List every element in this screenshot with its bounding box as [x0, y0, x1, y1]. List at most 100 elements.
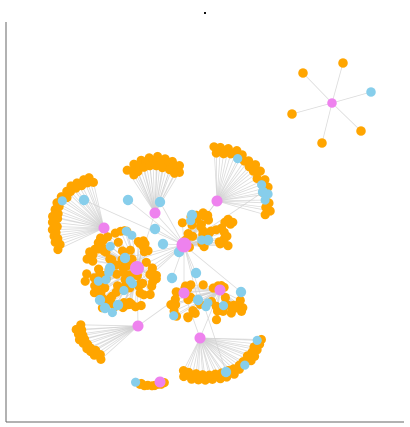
leaf-node	[190, 308, 200, 318]
hub-node	[176, 237, 192, 253]
graph-edge	[216, 170, 254, 202]
leaf-node	[171, 300, 181, 310]
leaf-node	[235, 295, 245, 305]
graph-edge	[127, 199, 185, 246]
graph-edge	[56, 202, 105, 229]
leaf-node	[88, 177, 98, 187]
secondary-node	[257, 186, 269, 198]
secondary-node	[121, 226, 131, 236]
graph-edge	[216, 170, 261, 202]
secondary-node	[119, 252, 131, 264]
top-tick-mark	[204, 12, 206, 14]
graph-edge	[57, 218, 105, 229]
graph-edge	[183, 337, 201, 371]
graph-edge	[216, 200, 270, 204]
leaf-node	[255, 166, 265, 176]
leaf-node	[212, 306, 223, 316]
leaf-node	[220, 217, 230, 227]
graph-edge	[59, 227, 105, 245]
secondary-node	[192, 294, 204, 306]
secondary-node	[240, 360, 250, 370]
graph-edge	[199, 337, 204, 375]
graph-edge	[52, 227, 105, 231]
leaf-node	[82, 269, 92, 279]
leaf-node	[248, 166, 258, 176]
secondary-node	[366, 87, 376, 97]
graph-edge	[199, 337, 216, 375]
graph-edge	[216, 166, 250, 202]
leaf-node	[141, 257, 151, 267]
graph-edge	[149, 165, 156, 214]
leaf-node	[196, 220, 206, 230]
leaf-node	[211, 315, 222, 325]
graph-edge	[199, 337, 234, 370]
secondary-node	[203, 298, 213, 308]
graph-edge	[87, 325, 139, 345]
graph-edge	[57, 226, 105, 229]
node-layer	[47, 58, 376, 391]
graph-edge	[66, 190, 105, 229]
leaf-node	[157, 163, 167, 173]
hub-node	[211, 195, 223, 207]
graph-edge	[199, 337, 252, 361]
leaf-node	[136, 300, 146, 311]
leaf-node	[356, 126, 366, 136]
secondary-node	[57, 196, 67, 206]
graph-edge	[55, 227, 105, 233]
graph-edge	[143, 167, 156, 214]
graph-edge	[139, 166, 156, 214]
leaf-node	[110, 228, 120, 238]
graph-edge	[216, 200, 266, 208]
graph-edge	[152, 160, 156, 214]
graph-edge	[216, 153, 232, 202]
graph-edge	[55, 227, 105, 243]
secondary-node	[104, 262, 116, 274]
graph-edge	[199, 337, 210, 376]
leaf-node	[219, 149, 229, 159]
leaf-node	[317, 138, 327, 148]
graph-edge	[104, 244, 185, 309]
graph-edge	[216, 179, 266, 202]
leaf-node	[52, 222, 62, 232]
graph-edge	[199, 337, 260, 345]
graph-edge	[216, 160, 245, 202]
hub-node	[214, 284, 226, 296]
leaf-node	[145, 269, 155, 280]
graph-edge	[84, 325, 139, 340]
leaf-node	[287, 109, 297, 119]
graph-edge	[81, 185, 105, 229]
leaf-node	[169, 168, 180, 178]
leaf-node	[338, 58, 348, 68]
secondary-node	[131, 377, 141, 387]
hub-node	[130, 261, 144, 275]
graph-edge	[199, 337, 244, 362]
leaf-node	[107, 255, 117, 265]
leaf-node	[88, 256, 98, 266]
graph-edge	[216, 192, 263, 202]
hub-node	[327, 98, 337, 108]
graph-edge	[216, 199, 266, 202]
graph-edge	[52, 221, 105, 229]
graph-edge	[199, 337, 258, 341]
leaf-node	[198, 208, 208, 218]
leaf-node	[298, 68, 308, 78]
graph-edge	[57, 213, 105, 229]
leaf-node	[261, 202, 271, 212]
secondary-node	[166, 272, 178, 284]
secondary-node	[107, 307, 117, 318]
secondary-node	[202, 234, 214, 246]
leaf-node	[143, 246, 153, 256]
graph-edge	[95, 325, 139, 351]
graph-edge	[215, 152, 218, 202]
leaf-node	[260, 210, 270, 220]
secondary-node	[157, 238, 169, 250]
leaf-node	[211, 225, 221, 235]
leaf-node	[95, 233, 106, 243]
leaf-node	[188, 231, 198, 241]
secondary-node	[190, 267, 202, 279]
secondary-node	[93, 276, 103, 286]
hub-node	[154, 376, 166, 388]
secondary-node	[233, 154, 243, 164]
leaf-node	[145, 161, 155, 171]
